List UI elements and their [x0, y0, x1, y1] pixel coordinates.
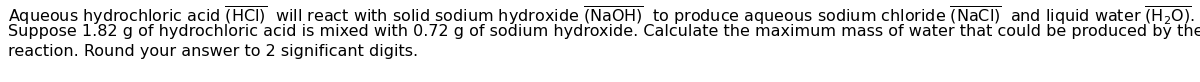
- Text: Aqueous hydrochloric acid $\overline{\mathrm{(HCl)}}$  will react with solid sod: Aqueous hydrochloric acid $\overline{\ma…: [8, 4, 1195, 27]
- Text: Suppose 1.82 g of hydrochloric acid is mixed with 0.72 g of sodium hydroxide. Ca: Suppose 1.82 g of hydrochloric acid is m…: [8, 24, 1200, 39]
- Text: reaction. Round your answer to 2 significant digits.: reaction. Round your answer to 2 signifi…: [8, 44, 418, 59]
